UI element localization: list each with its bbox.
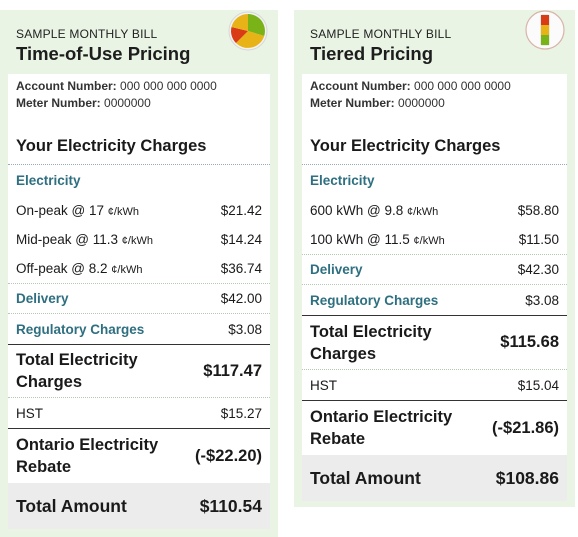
rebate-label-line2: Rebate [310,430,366,448]
total-charges-value: $115.68 [500,333,559,351]
regulatory-value: $3.08 [525,292,559,308]
total-charges-label-line1: Total Electricity [310,322,432,341]
line-item-label: Mid-peak @ 11.3 [16,232,119,247]
regulatory-row: Regulatory Charges $3.08 [302,285,567,315]
line-item: Off-peak @ 8.2 ¢/kWh $36.74 [8,254,270,284]
tiered-bill-card: SAMPLE MONTHLY BILL Tiered Pricing Accou… [294,10,575,507]
delivery-row: Delivery $42.00 [8,284,270,314]
line-item-unit: ¢/kWh [107,206,139,218]
line-item-value: $11.50 [518,232,559,247]
total-amount-value: $110.54 [199,495,262,516]
total-amount-label: Total Amount [16,495,127,516]
total-amount-row: Total Amount $110.54 [8,483,270,529]
hst-value: $15.04 [517,377,559,393]
rebate-label-line1: Ontario Electricity [16,436,159,454]
rebate-row: Ontario Electricity Rebate (-$22.20) [8,428,270,483]
hst-row: HST $15.04 [302,370,567,400]
meter-number-value: 0000000 [104,96,151,110]
total-charges-label-line1: Total Electricity [16,351,138,369]
regulatory-row: Regulatory Charges $3.08 [8,314,270,344]
meter-number-label: Meter Number: [16,96,101,110]
total-charges-value: $117.47 [203,361,262,380]
line-item-unit: ¢/kWh [413,235,445,247]
charges-title: Your Electricity Charges [302,128,567,165]
line-item: Mid-peak @ 11.3 ¢/kWh $14.24 [8,225,270,254]
electricity-heading-row: Electricity [302,165,567,196]
time-of-use-pie-icon [228,11,268,51]
hst-value: $15.27 [220,405,262,421]
line-item: 600 kWh @ 9.8 ¢/kWh $58.80 [302,196,567,225]
hst-label: HST [16,405,43,421]
line-item-unit: ¢/kWh [121,235,153,247]
rebate-label-line1: Ontario Electricity [310,408,453,426]
tou-card-header: SAMPLE MONTHLY BILL Time-of-Use Pricing [8,11,270,74]
hst-row: HST $15.27 [8,398,270,428]
delivery-row: Delivery $42.30 [302,255,567,285]
account-info: Account Number: 000 000 000 0000 Meter N… [302,74,567,128]
hst-label: HST [310,377,337,393]
tou-card-body: Account Number: 000 000 000 0000 Meter N… [8,74,270,529]
total-charges-label-line2: Charges [310,344,377,363]
rebate-value: (-$21.86) [492,418,559,437]
line-item-label: On-peak @ 17 [16,203,105,218]
sample-label: SAMPLE MONTHLY BILL [310,27,452,41]
rebate-row: Ontario Electricity Rebate (-$21.86) [302,400,567,455]
total-amount-value: $108.86 [495,467,559,488]
total-amount-label: Total Amount [310,467,421,488]
total-charges-row: Total Electricity Charges $117.47 [8,344,270,398]
delivery-label: Delivery [310,262,363,277]
delivery-value: $42.30 [517,262,559,277]
regulatory-value: $3.08 [228,321,262,337]
sample-label: SAMPLE MONTHLY BILL [16,27,158,41]
line-item-value: $21.42 [220,203,262,218]
tiered-pricing-icon [525,10,565,50]
account-number-value: 000 000 000 0000 [414,79,511,93]
line-item-label: 600 kWh @ 9.8 [310,203,404,218]
line-item-unit: ¢/kWh [407,206,439,218]
tiered-card-header: SAMPLE MONTHLY BILL Tiered Pricing [302,10,567,74]
electricity-heading-row: Electricity [8,165,270,196]
line-item: 100 kWh @ 11.5 ¢/kWh $11.50 [302,225,567,255]
line-item-value: $58.80 [517,203,559,218]
account-number-label: Account Number: [16,79,117,93]
line-item: On-peak @ 17 ¢/kWh $21.42 [8,196,270,225]
line-item-label: 100 kWh @ 11.5 [310,232,410,247]
tou-bill-card: SAMPLE MONTHLY BILL Time-of-Use Pricing … [0,10,278,537]
plan-title: Tiered Pricing [310,43,434,64]
account-number-value: 000 000 000 0000 [120,79,217,93]
delivery-value: $42.00 [220,291,262,306]
total-charges-row: Total Electricity Charges $115.68 [302,315,567,370]
electricity-label: Electricity [16,173,81,188]
meter-number-label: Meter Number: [310,96,395,110]
line-item-value: $36.74 [220,261,262,276]
electricity-label: Electricity [310,173,375,188]
account-number-label: Account Number: [310,79,411,93]
account-info: Account Number: 000 000 000 0000 Meter N… [8,74,270,128]
line-item-unit: ¢/kWh [111,264,143,276]
total-amount-row: Total Amount $108.86 [302,455,567,501]
charges-title: Your Electricity Charges [8,128,270,165]
line-item-label: Off-peak @ 8.2 [16,261,108,276]
tiered-card-body: Account Number: 000 000 000 0000 Meter N… [302,74,567,501]
regulatory-label: Regulatory Charges [16,321,145,337]
delivery-label: Delivery [16,291,69,306]
rebate-label-line2: Rebate [16,458,72,476]
plan-title: Time-of-Use Pricing [16,43,191,64]
meter-number-value: 0000000 [398,96,445,110]
line-item-value: $14.24 [220,232,262,247]
total-charges-label-line2: Charges [16,373,83,391]
regulatory-label: Regulatory Charges [310,292,439,308]
rebate-value: (-$22.20) [195,446,262,465]
